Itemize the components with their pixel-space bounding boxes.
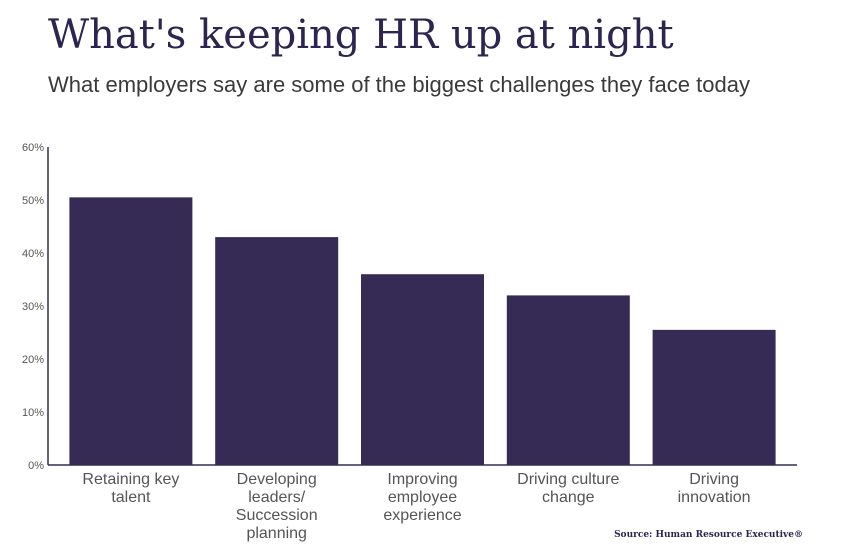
x-category-label: Driving culture change: [517, 471, 619, 506]
x-category-label: Developing leaders/Succession planning: [236, 471, 318, 542]
chart-title: What's keeping HR up at night: [48, 12, 674, 58]
bars: [69, 197, 776, 465]
bar: [652, 329, 776, 465]
bar: [215, 237, 339, 465]
x-category-label-line: Driving: [689, 471, 739, 488]
y-tick-label: 40%: [22, 248, 44, 260]
y-axis-ticks: 0% 10% 20% 30% 40% 50% 60%: [22, 142, 44, 472]
bar: [361, 274, 484, 465]
chart-subtitle: What employers say are some of the bigge…: [48, 72, 750, 97]
x-category-label-line: Developing: [237, 471, 317, 488]
x-category-label-line: leaders/: [248, 489, 305, 506]
source-note: Source: Human Resource Executive®: [614, 530, 803, 540]
x-category-label: Retaining key talent: [82, 471, 179, 506]
y-tick-label: 10%: [22, 407, 44, 419]
y-tick-label: 30%: [22, 301, 44, 313]
y-tick-label: 0%: [28, 460, 44, 472]
bar: [506, 295, 630, 465]
y-tick-label: 20%: [22, 354, 44, 366]
x-category-label-line: Driving culture: [517, 471, 619, 488]
y-tick-label: 50%: [22, 195, 44, 207]
y-tick-label: 60%: [22, 142, 44, 154]
x-category-label: Improving employee experience: [383, 471, 461, 524]
x-category-label-line: innovation: [678, 489, 751, 506]
x-category-label-line: change: [542, 489, 595, 506]
x-category-label: Driving innovation: [678, 471, 751, 506]
x-category-label-line: talent: [111, 489, 151, 506]
x-category-label-line: Improving: [387, 471, 457, 488]
x-category-label-line: Retaining key: [82, 471, 179, 488]
x-category-label-line: planning: [246, 525, 307, 542]
category-labels: Retaining key talent Developing leaders/Suc…: [82, 471, 750, 542]
bar: [69, 197, 193, 465]
x-category-label-line: employee: [388, 489, 457, 506]
x-category-label-line: Succession: [236, 507, 318, 524]
x-category-label-line: experience: [383, 507, 461, 524]
